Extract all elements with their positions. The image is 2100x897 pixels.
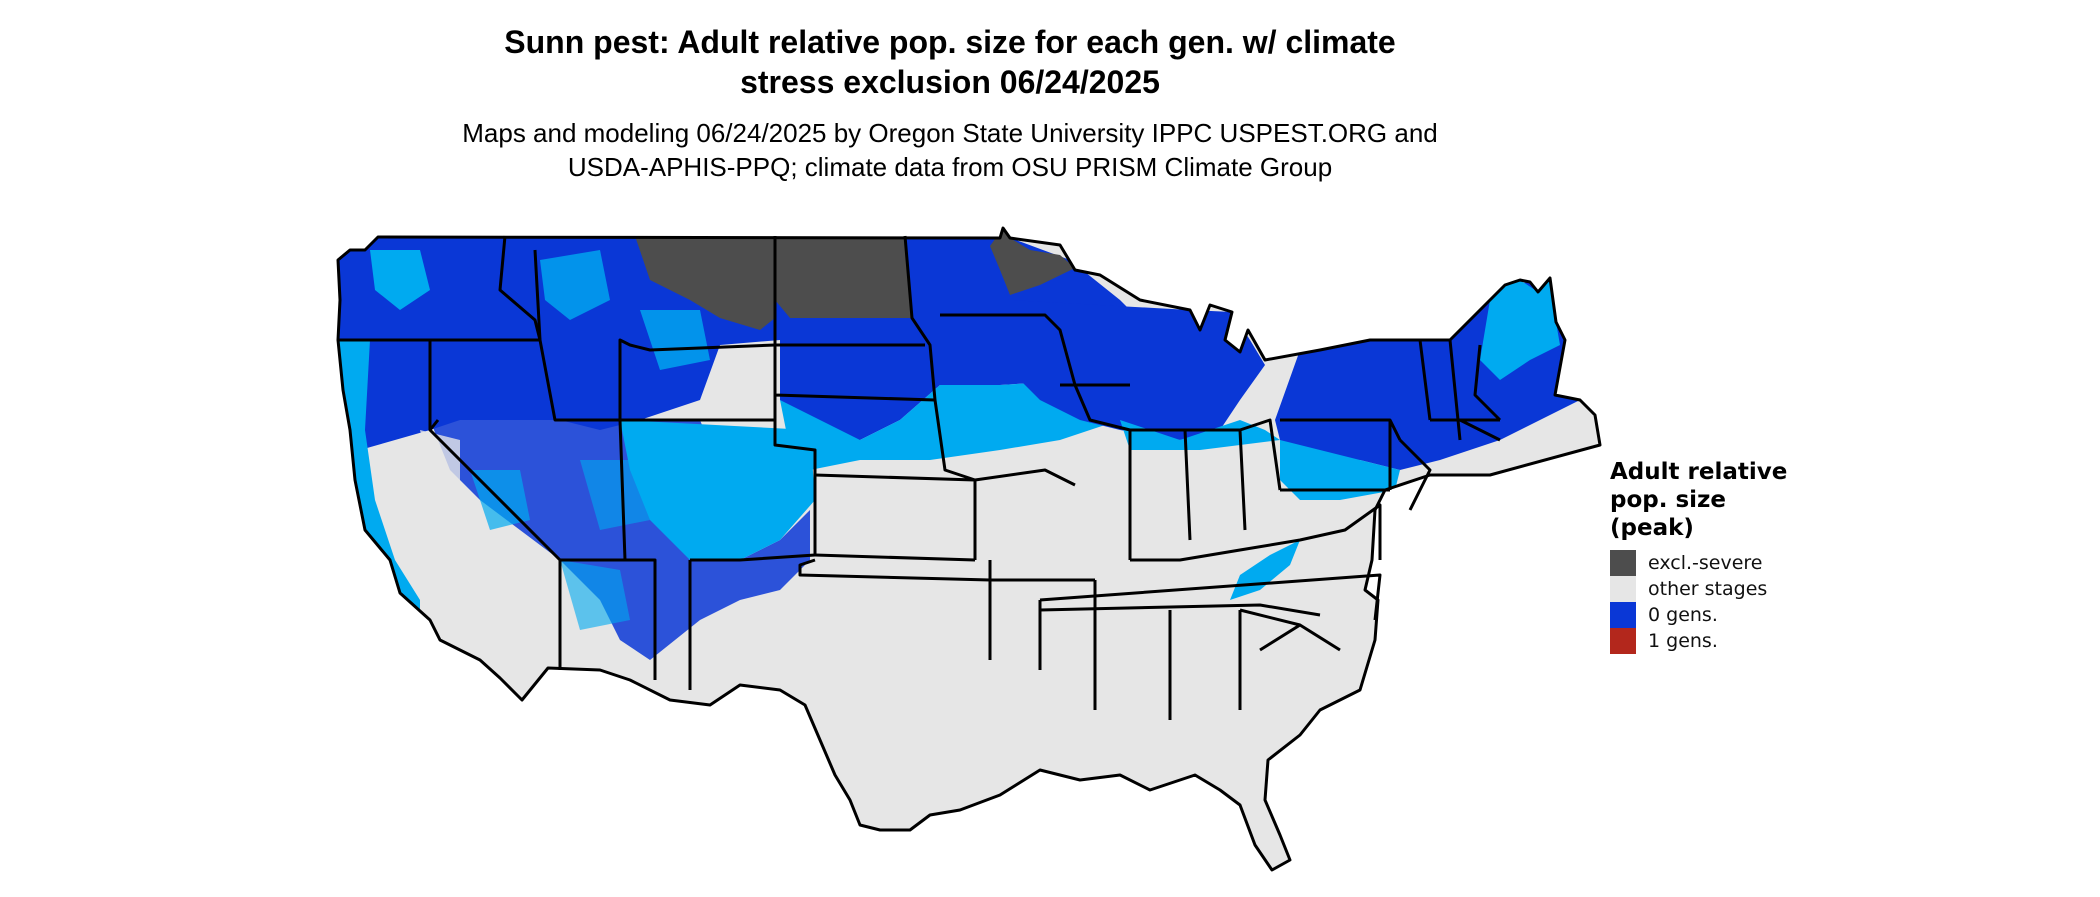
subtitle-line-2: USDA-APHIS-PPQ; climate data from OSU PR…	[567, 152, 1333, 182]
maine-light-region	[1480, 278, 1560, 380]
oregon-gray-patch	[420, 430, 460, 480]
co-light-region	[620, 420, 815, 560]
title-block: Sunn pest: Adult relative pop. size for …	[300, 22, 1600, 184]
plains-state-borders	[620, 236, 936, 690]
north-dakota-excluded-region	[775, 236, 912, 318]
subtitle-line-1: Maps and modeling 06/24/2025 by Oregon S…	[462, 118, 1438, 148]
legend-swatch-other-stages	[1610, 576, 1636, 602]
arizona-light-patch	[560, 560, 630, 630]
map-legend: Adult relative pop. size (peak) excl.-se…	[1610, 458, 1830, 654]
mountain-state-borders	[498, 235, 776, 680]
legend-title-line-3: (peak)	[1610, 515, 1694, 541]
legend-item-excluded: excl.-severe	[1610, 550, 1830, 576]
pacific-coast-strip	[338, 340, 420, 620]
legend-title-line-2: pop. size	[1610, 487, 1727, 513]
legend-title-line-1: Adult relative	[1610, 459, 1788, 485]
legend-item-other-stages: other stages	[1610, 576, 1830, 602]
central-state-borders	[798, 235, 992, 660]
legend-label-excluded: excl.-severe	[1648, 552, 1763, 574]
map-title-line-2: stress exclusion 06/24/2025	[740, 64, 1160, 100]
population-raster	[338, 228, 1580, 660]
legend-swatch-one-gens	[1610, 628, 1636, 654]
state-borders	[336, 226, 1602, 872]
legend-swatch-excluded	[1610, 550, 1636, 576]
eastern-state-borders	[1130, 418, 1432, 541]
northeast-state-borders	[1418, 339, 1502, 442]
map-subtitle: Maps and modeling 06/24/2025 by Oregon S…	[300, 116, 1600, 184]
minnesota-excluded-region	[990, 228, 1075, 295]
montana-light-patch	[640, 310, 710, 370]
map-title-line-1: Sunn pest: Adult relative pop. size for …	[504, 24, 1396, 60]
legend-item-one-gens: 1 gens.	[1610, 628, 1830, 654]
pa-light-band	[1280, 440, 1400, 500]
midwest-zero-gens-region	[1010, 300, 1265, 440]
legend-item-zero-gens: 0 gens.	[1610, 602, 1830, 628]
southern-state-borders	[1039, 503, 1382, 652]
legend-label-other-stages: other stages	[1648, 578, 1768, 600]
idaho-light-patch	[540, 250, 610, 320]
olympic-light-patch	[370, 250, 430, 310]
legend-label-one-gens: 1 gens.	[1648, 630, 1718, 652]
midwest-state-borders	[940, 313, 1242, 720]
utah-light-patch	[580, 460, 650, 530]
legend-items: excl.-severe other stages 0 gens. 1 gens…	[1610, 550, 1830, 654]
legend-title: Adult relative pop. size (peak)	[1610, 458, 1830, 542]
legend-swatch-zero-gens	[1610, 602, 1636, 628]
california-valley-patch	[350, 560, 390, 600]
legend-label-zero-gens: 0 gens.	[1648, 604, 1718, 626]
montana-excluded-region	[635, 236, 775, 330]
pacific-state-borders	[338, 249, 562, 570]
